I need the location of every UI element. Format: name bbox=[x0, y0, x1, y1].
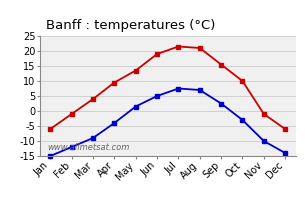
Text: Banff : temperatures (°C): Banff : temperatures (°C) bbox=[46, 19, 215, 32]
Text: www.allmetsat.com: www.allmetsat.com bbox=[47, 143, 130, 152]
